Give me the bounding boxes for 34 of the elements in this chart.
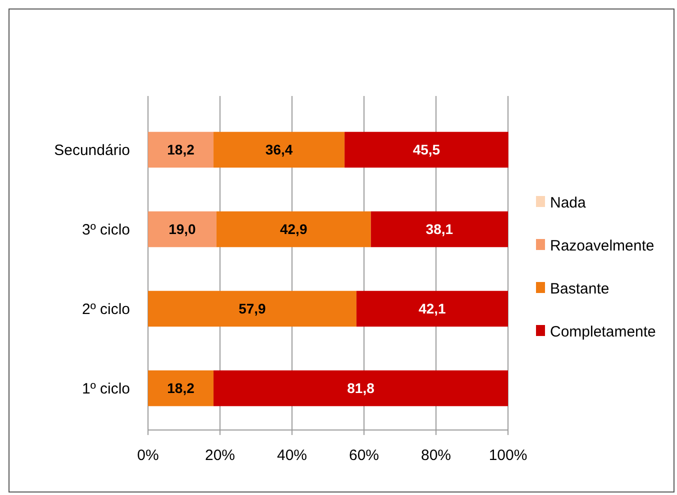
bar: [214, 132, 345, 168]
bar: [214, 370, 508, 406]
data-label: 19,0: [168, 221, 196, 238]
legend-label: Completamente: [550, 323, 656, 340]
legend-label: Nada: [550, 194, 587, 212]
bar: [148, 290, 356, 327]
data-label: 42,1: [418, 300, 446, 317]
bar: [148, 132, 214, 168]
bar: [148, 370, 214, 406]
data-label: 36,4: [265, 142, 293, 158]
bar: [148, 211, 216, 248]
legend-label: Bastante: [550, 280, 610, 298]
data-label: 18,2: [167, 142, 195, 158]
bar: [216, 211, 371, 248]
y-tick-label: 3º ciclo: [82, 221, 130, 238]
bar: [370, 211, 508, 248]
bar: [356, 290, 508, 327]
data-label: 18,2: [167, 380, 195, 396]
x-tick-label: 20%: [204, 447, 236, 464]
x-tick-label: 100%: [488, 447, 528, 464]
data-label: 42,9: [280, 221, 308, 238]
x-tick-label: 80%: [420, 447, 452, 464]
y-tick-label: Secundário: [54, 142, 130, 159]
x-tick-label: 40%: [276, 447, 308, 464]
data-label: 38,1: [426, 221, 454, 238]
bar: [344, 132, 508, 168]
data-label: 81,8: [347, 380, 375, 396]
y-tick-label: 1º ciclo: [82, 380, 130, 398]
data-label: 45,5: [412, 142, 440, 158]
y-tick-label: 2º ciclo: [82, 301, 130, 318]
data-label: 57,9: [238, 300, 266, 317]
x-tick-label: 60%: [348, 447, 380, 464]
x-tick-label: 0%: [137, 447, 159, 464]
legend-label: Razoavelmente: [550, 237, 654, 254]
